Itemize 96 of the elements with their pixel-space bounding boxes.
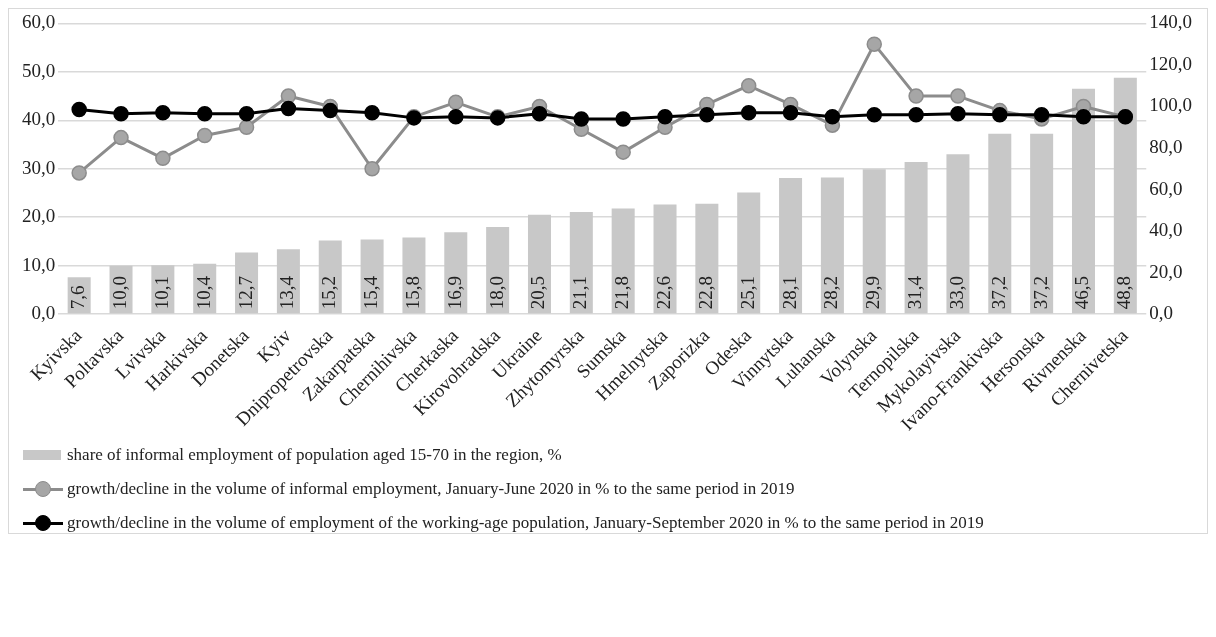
point: [615, 144, 631, 160]
data-label: 15,4: [360, 275, 382, 310]
data-label: 29,9: [862, 276, 884, 310]
y-tick-label: 0,0: [31, 302, 56, 324]
bar: [820, 177, 844, 314]
data-label: 18,0: [485, 276, 507, 310]
data-label: 15,8: [401, 276, 423, 310]
point: [448, 94, 464, 111]
point: [699, 107, 715, 123]
data-label: 37,2: [1029, 276, 1051, 310]
bar: [695, 203, 719, 314]
point: [113, 129, 129, 146]
data-label: 21,1: [569, 276, 591, 310]
bar: [1113, 77, 1137, 314]
point: [740, 77, 757, 94]
point: [950, 88, 966, 104]
y2-tick-label: 60,0: [1149, 177, 1183, 199]
data-label: 25,1: [736, 276, 758, 310]
point: [448, 109, 464, 125]
point: [866, 107, 882, 123]
point: [1033, 107, 1050, 123]
legend-label: growth/decline in the volume of employment of the working-age population, January-September 2020 in % to the same period in 2019: [67, 513, 984, 533]
data-label: 10,1: [150, 276, 172, 310]
point: [740, 104, 757, 121]
bar: [946, 154, 970, 314]
point: [950, 105, 966, 122]
point: [238, 119, 255, 135]
y2-tick-label: 140,0: [1149, 11, 1192, 33]
data-label: 28,1: [778, 276, 800, 310]
point: [71, 101, 87, 118]
data-label: 21,8: [611, 276, 633, 310]
data-label: 22,6: [653, 276, 674, 310]
point: [531, 105, 548, 122]
y-tick-label: 50,0: [22, 59, 56, 81]
data-label: 10,4: [192, 275, 214, 310]
data-label: 33,0: [945, 276, 967, 310]
bar: [653, 204, 677, 314]
data-label: 12,7: [234, 276, 256, 310]
legend-label: share of informal employment of population aged 15-70 in the region, %: [67, 445, 562, 465]
bar: [1030, 133, 1054, 314]
point: [280, 100, 297, 117]
point: [992, 107, 1008, 123]
data-label: 37,2: [987, 276, 1009, 310]
point: [322, 102, 338, 119]
data-label: 15,2: [318, 276, 340, 310]
point: [364, 104, 380, 121]
data-label: 10,0: [109, 276, 130, 310]
point: [1075, 109, 1092, 125]
point: [238, 105, 255, 122]
point: [908, 88, 924, 104]
y2-tick-label: 100,0: [1149, 94, 1192, 116]
data-label: 46,5: [1071, 276, 1093, 310]
y2-tick-label: 80,0: [1149, 135, 1183, 157]
point: [657, 109, 673, 125]
y-tick-label: 20,0: [22, 205, 56, 227]
bar: [360, 239, 384, 314]
bar: [737, 192, 761, 314]
point: [908, 107, 924, 123]
data-label: 16,9: [443, 276, 465, 310]
bar: [862, 169, 886, 314]
y2-tick-label: 120,0: [1149, 52, 1192, 74]
point: [155, 104, 171, 121]
point: [113, 105, 129, 122]
y-tick-label: 10,0: [22, 253, 56, 275]
point: [573, 111, 590, 127]
y-tick-label: 60,0: [22, 11, 56, 33]
point: [196, 127, 213, 144]
data-label: 31,4: [904, 275, 926, 310]
bar: [1071, 88, 1095, 314]
data-label: 48,8: [1113, 276, 1135, 310]
point: [364, 161, 380, 177]
point: [824, 109, 841, 125]
bar: [318, 240, 342, 314]
y2-tick-label: 40,0: [1149, 219, 1183, 241]
point: [155, 150, 171, 167]
data-label: 28,2: [820, 276, 842, 310]
point: [615, 111, 631, 127]
point: [196, 105, 213, 122]
bar: [611, 208, 635, 314]
bar: [988, 133, 1012, 314]
data-label: 22,8: [694, 276, 716, 310]
bar: [569, 211, 593, 314]
point: [866, 36, 882, 52]
data-label: 20,5: [527, 276, 549, 310]
y-tick-label: 30,0: [22, 156, 56, 178]
data-label: 13,4: [276, 275, 298, 310]
y2-tick-label: 0,0: [1149, 302, 1173, 324]
point: [782, 104, 799, 121]
bar: [904, 161, 928, 314]
y2-tick-label: 20,0: [1149, 260, 1183, 282]
y-tick-label: 40,0: [22, 108, 56, 130]
bar: [527, 214, 551, 314]
point: [71, 165, 87, 181]
bar: [779, 177, 803, 314]
legend-label: growth/decline in the volume of informal employment, January-June 2020 in % to the same period in 2019: [67, 479, 795, 499]
data-label: 7,6: [67, 285, 89, 310]
